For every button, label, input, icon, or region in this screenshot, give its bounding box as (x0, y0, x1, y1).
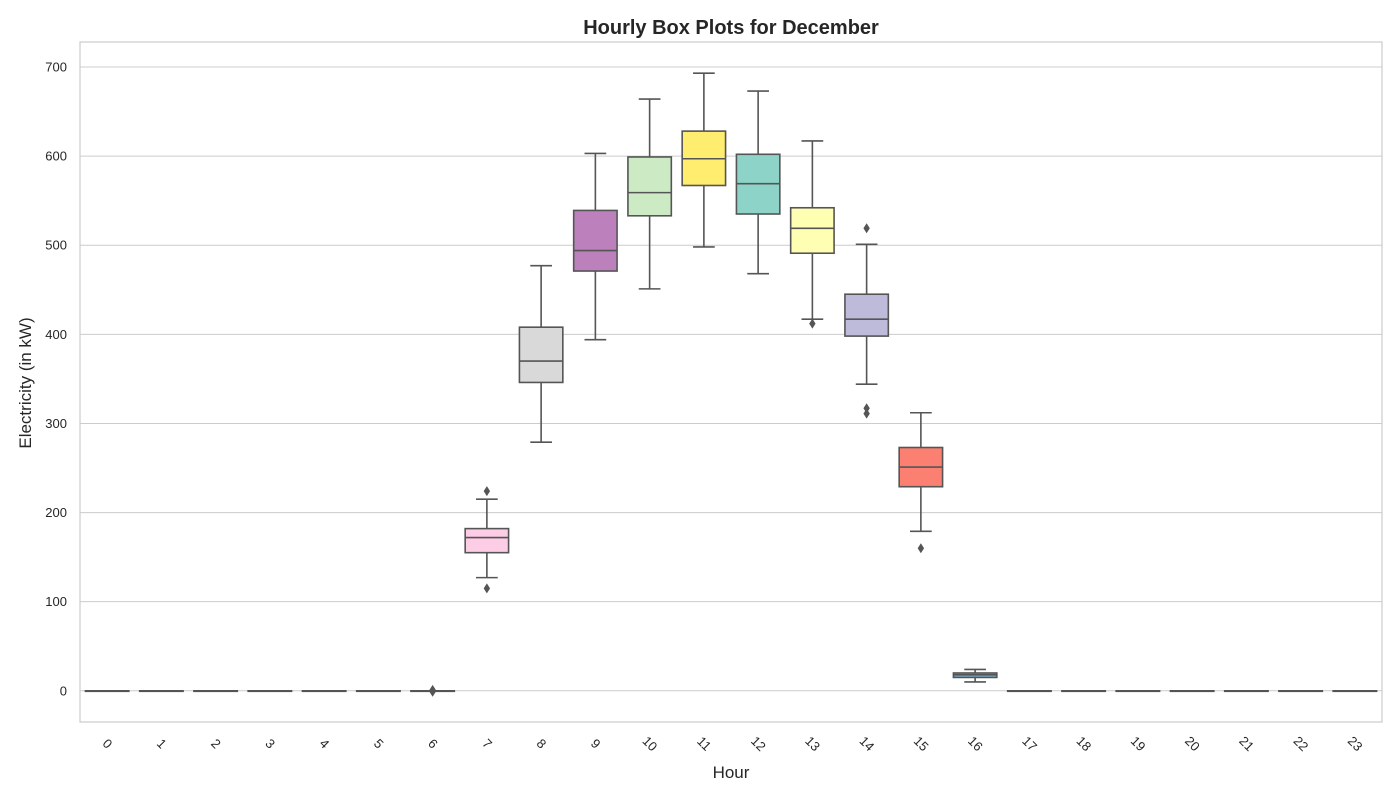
outlier-point (429, 686, 436, 697)
box-hour-5 (355, 690, 401, 693)
y-tick-label: 200 (45, 505, 67, 520)
outlier-point (863, 408, 870, 419)
outlier-point (917, 543, 925, 554)
box-hour-20 (1169, 690, 1215, 693)
y-axis-label: Electricity (in kW) (16, 317, 35, 448)
chart-title: Hourly Box Plots for December (583, 17, 879, 39)
x-tick-layer: 0 1 2 3 4 5 6 7 8 9 10 11 12 13 14 15 16 17 18 19 20 21 22 23 (100, 733, 1366, 754)
box-hour-7 (464, 486, 510, 594)
x-tick-label: 4 (317, 736, 333, 752)
box-hour-6 (410, 684, 456, 697)
x-tick-label: 0 (100, 736, 116, 752)
x-tick-label: 6 (425, 736, 441, 752)
box-hour-10 (627, 98, 673, 290)
y-tick-label: 0 (60, 683, 67, 698)
box-hour-19 (1115, 690, 1161, 693)
outlier-point (483, 486, 491, 497)
box-hour-23 (1332, 690, 1378, 693)
outlier-point (863, 223, 870, 234)
y-tick-label: 700 (45, 59, 67, 74)
box-hour-16 (952, 668, 998, 683)
box-hour-21 (1223, 690, 1269, 693)
x-tick-label: 18 (1074, 733, 1095, 754)
plot-frame (79, 41, 1383, 723)
y-tick-label: 500 (45, 238, 67, 253)
x-tick-label: 15 (911, 733, 932, 754)
iqr-box (518, 326, 564, 384)
x-axis-label: Hour (713, 763, 750, 782)
y-tick-label: 400 (45, 327, 67, 342)
outlier-point (863, 403, 870, 414)
iqr-box (572, 209, 618, 272)
x-tick-label: 23 (1345, 733, 1366, 754)
box-hour-1 (138, 690, 184, 693)
x-tick-label: 20 (1182, 733, 1203, 754)
iqr-box (789, 206, 835, 255)
box-hour-15 (898, 411, 944, 554)
outlier-point (483, 583, 491, 594)
x-tick-label: 14 (857, 733, 878, 754)
x-tick-label: 10 (640, 733, 661, 754)
x-tick-label: 12 (748, 733, 769, 754)
iqr-box (464, 527, 510, 554)
box-hour-2 (193, 690, 239, 693)
x-tick-label: 17 (1019, 733, 1040, 754)
x-tick-label: 7 (479, 736, 495, 752)
x-tick-label: 2 (208, 736, 224, 752)
box-hour-14 (844, 223, 890, 419)
box-hour-13 (789, 140, 835, 329)
y-tick-label: 100 (45, 594, 67, 609)
x-tick-label: 16 (965, 733, 986, 754)
box-hour-18 (1061, 690, 1107, 693)
x-tick-label: 22 (1291, 733, 1312, 754)
iqr-box (627, 156, 673, 217)
box-hour-4 (301, 690, 347, 693)
y-tick-layer: 0 100 200 300 400 500 600 700 (45, 59, 67, 698)
x-tick-label: 1 (154, 736, 170, 752)
box-hour-12 (735, 90, 781, 275)
box-hour-9 (572, 152, 618, 341)
x-tick-label: 21 (1236, 733, 1257, 754)
box-hour-0 (84, 690, 130, 693)
y-tick-label: 600 (45, 149, 67, 164)
box-layer (84, 72, 1378, 697)
box-hour-8 (518, 264, 564, 443)
x-tick-label: 3 (262, 736, 278, 752)
grid-layer (80, 66, 1382, 692)
x-tick-label: 11 (694, 734, 714, 754)
box-hour-17 (1006, 690, 1052, 693)
y-tick-label: 300 (45, 416, 67, 431)
iqr-box (844, 293, 890, 337)
box-hour-11 (681, 72, 727, 248)
x-tick-label: 19 (1128, 733, 1149, 754)
x-tick-label: 8 (534, 736, 550, 752)
outlier-point (809, 318, 816, 329)
x-tick-label: 13 (802, 733, 823, 754)
box-hour-3 (247, 690, 293, 693)
box-hour-22 (1278, 690, 1324, 693)
x-tick-label: 9 (588, 736, 604, 752)
x-tick-label: 5 (371, 736, 387, 752)
